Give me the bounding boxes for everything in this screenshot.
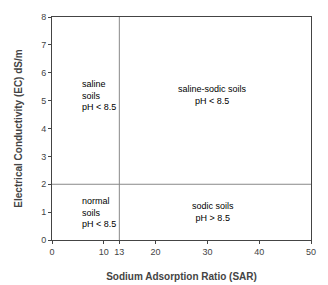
svg-text:13: 13 (114, 247, 124, 257)
svg-text:saline-sodic soilspH < 8.5: saline-sodic soilspH < 8.5 (178, 84, 247, 106)
svg-text:10: 10 (99, 247, 109, 257)
svg-text:40: 40 (254, 247, 264, 257)
svg-text:0: 0 (49, 247, 54, 257)
svg-text:50: 50 (306, 247, 316, 257)
svg-text:2: 2 (41, 179, 46, 189)
svg-text:8: 8 (41, 12, 46, 22)
svg-text:0: 0 (41, 235, 46, 245)
svg-text:6: 6 (41, 68, 46, 78)
svg-text:sodic soilspH > 8.5: sodic soilspH > 8.5 (192, 201, 234, 223)
svg-text:salinesoilspH < 8.5: salinesoilspH < 8.5 (82, 79, 116, 112)
svg-text:Sodium Adsorption Ratio (SAR): Sodium Adsorption Ratio (SAR) (106, 271, 257, 282)
svg-text:normalsoilspH < 8.5: normalsoilspH < 8.5 (82, 196, 116, 229)
svg-text:30: 30 (202, 247, 212, 257)
svg-text:Electrical Conductivity (EC) d: Electrical Conductivity (EC) dS/m (13, 49, 24, 207)
svg-text:1: 1 (41, 207, 46, 217)
svg-text:7: 7 (41, 40, 46, 50)
svg-text:20: 20 (151, 247, 161, 257)
svg-text:5: 5 (41, 96, 46, 106)
svg-text:4: 4 (41, 124, 46, 134)
svg-text:3: 3 (41, 152, 46, 162)
